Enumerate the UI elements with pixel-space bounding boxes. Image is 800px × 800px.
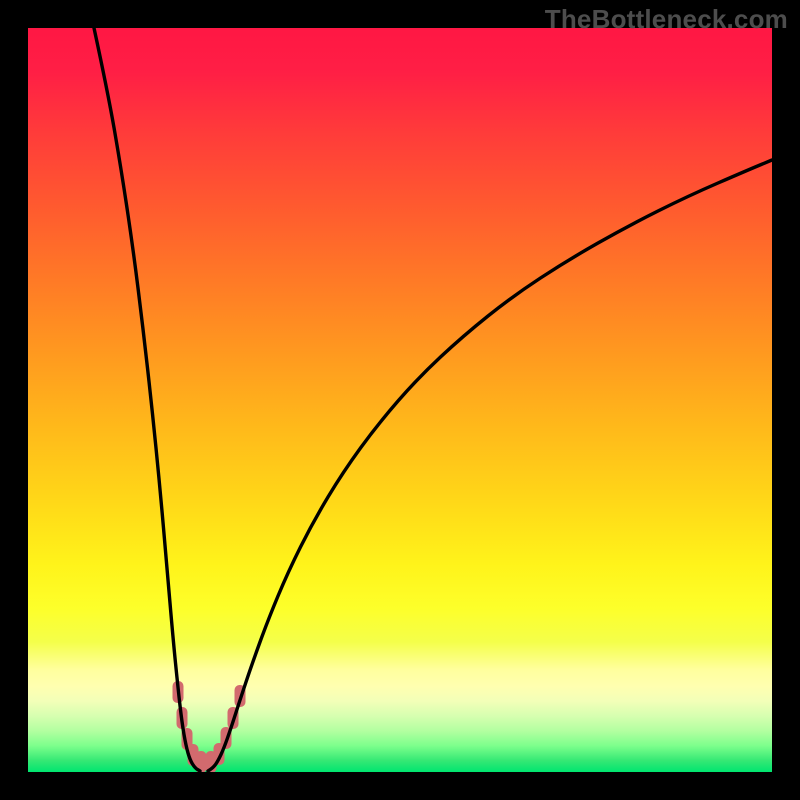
curve-right — [208, 160, 772, 771]
watermark-text: TheBottleneck.com — [545, 4, 788, 35]
chart-canvas: TheBottleneck.com — [0, 0, 800, 800]
plot-area — [28, 28, 772, 772]
bottleneck-curves — [28, 28, 772, 772]
curve-left — [94, 28, 200, 771]
